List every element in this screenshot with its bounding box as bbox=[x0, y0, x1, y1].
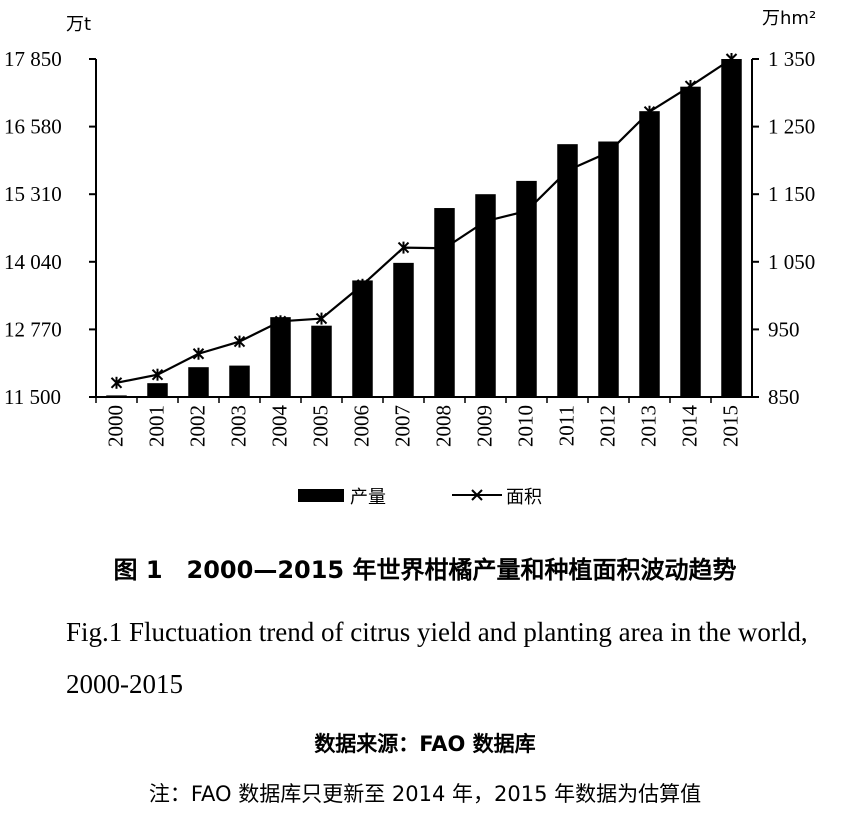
line-point bbox=[725, 53, 738, 65]
x-tick-label: 2008 bbox=[432, 405, 456, 447]
right-tick-label: 1 250 bbox=[768, 115, 815, 139]
x-tick-label: 2011 bbox=[555, 405, 579, 446]
caption-chinese: 图 1 2000—2015 年世界柑橘产量和种植面积波动趋势 bbox=[113, 556, 737, 584]
citrus-chart: 17 850 16 580 15 310 14 040 12 770 11 500 1 35… bbox=[4, 8, 816, 508]
x-tick-label: 2015 bbox=[719, 405, 743, 447]
area-line bbox=[116, 58, 733, 384]
legend-line-marker bbox=[471, 489, 483, 501]
line-point bbox=[602, 146, 615, 159]
line-point bbox=[233, 335, 246, 348]
right-tick-label: 850 bbox=[768, 385, 800, 409]
bar bbox=[557, 144, 578, 397]
line-point bbox=[110, 376, 123, 389]
bar bbox=[393, 262, 414, 397]
line-series bbox=[110, 53, 738, 389]
line-point bbox=[479, 215, 492, 228]
bar bbox=[311, 325, 332, 397]
line-point bbox=[192, 347, 205, 360]
bar bbox=[434, 208, 455, 397]
x-tick-label: 2002 bbox=[186, 405, 210, 447]
x-tick-label: 2007 bbox=[391, 405, 415, 447]
x-tick-label: 2001 bbox=[145, 405, 169, 447]
line-point bbox=[643, 105, 656, 118]
line-point bbox=[438, 242, 451, 255]
left-tick-label: 16 580 bbox=[4, 115, 62, 139]
x-tick-label: 2013 bbox=[637, 405, 661, 447]
bar bbox=[106, 395, 127, 397]
bar bbox=[598, 141, 619, 397]
x-tick-label: 2005 bbox=[309, 405, 333, 447]
bar bbox=[270, 317, 291, 397]
right-tick-label: 950 bbox=[768, 317, 800, 341]
right-axis-unit: 万hm² bbox=[762, 8, 816, 29]
left-tick-label: 17 850 bbox=[4, 47, 62, 71]
right-tick-label: 1 050 bbox=[768, 250, 815, 274]
note: 注：FAO 数据库只更新至 2014 年，2015 年数据为估算值 bbox=[148, 782, 702, 806]
x-tick-label: 2000 bbox=[104, 405, 128, 447]
right-tick-label: 1 150 bbox=[768, 182, 815, 206]
bar bbox=[475, 194, 496, 397]
line-point bbox=[561, 164, 574, 177]
legend: 产量 面积 bbox=[298, 487, 542, 508]
legend-line-label: 面积 bbox=[506, 487, 542, 508]
line-point bbox=[151, 368, 164, 381]
bar bbox=[352, 280, 373, 397]
x-tick-label: 2003 bbox=[227, 405, 251, 447]
line-point bbox=[520, 205, 533, 218]
x-tick-label: 2010 bbox=[514, 405, 538, 447]
line-point bbox=[684, 80, 697, 93]
x-tick-label: 2009 bbox=[473, 405, 497, 447]
bar bbox=[147, 383, 168, 397]
right-tick-label: 1 350 bbox=[768, 47, 815, 71]
line-point bbox=[315, 312, 328, 325]
x-tick-label: 2004 bbox=[268, 405, 292, 448]
x-tick-label: 2012 bbox=[596, 405, 620, 447]
line-point bbox=[356, 278, 369, 291]
x-tick-label: 2006 bbox=[350, 405, 374, 447]
left-tick-label: 12 770 bbox=[4, 317, 62, 341]
left-tick-label: 15 310 bbox=[4, 182, 62, 206]
bar-series bbox=[106, 59, 742, 397]
bar bbox=[188, 367, 209, 397]
bar bbox=[229, 365, 250, 397]
x-tick-label: 2014 bbox=[678, 405, 702, 448]
line-point bbox=[274, 315, 287, 328]
legend-bar-swatch bbox=[298, 489, 344, 502]
left-tick-label: 11 500 bbox=[4, 385, 61, 409]
legend-bar-label: 产量 bbox=[350, 487, 386, 508]
bar bbox=[516, 180, 537, 397]
line-point bbox=[397, 241, 410, 254]
bar bbox=[680, 86, 701, 397]
caption-english: Fig.1 Fluctuation trend of citrus yield … bbox=[66, 617, 808, 699]
left-tick-label: 14 040 bbox=[4, 250, 62, 274]
axis-labels: 17 850 16 580 15 310 14 040 12 770 11 500 1 35… bbox=[4, 8, 816, 447]
bar bbox=[639, 111, 660, 397]
bar bbox=[721, 59, 742, 397]
left-axis-unit: 万t bbox=[66, 14, 91, 35]
data-source: 数据来源：FAO 数据库 bbox=[314, 732, 536, 756]
